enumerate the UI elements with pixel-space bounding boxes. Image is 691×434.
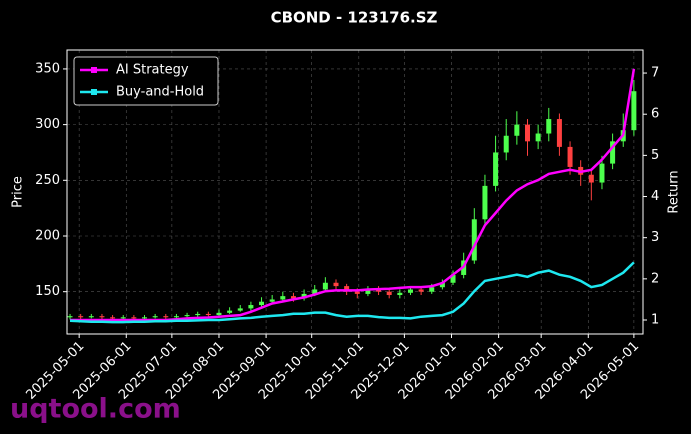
y2-axis-label: Return [667,170,682,213]
candle-body [290,296,296,299]
legend-marker [91,89,97,95]
candle-body [471,219,477,261]
candle-body [205,313,211,316]
candle-body [588,174,594,183]
candle-body [397,292,403,296]
chart-title: CBOND - 123176.SZ [271,9,438,27]
candle-body [216,312,222,316]
candle-body [67,316,73,318]
y-tick-label: 150 [35,284,60,299]
candle-body [610,141,616,164]
candle-body [227,310,233,313]
candle-body [631,91,637,131]
candle-body [333,282,339,287]
y2-tick-label: 7 [651,66,659,81]
y-tick-label: 200 [35,228,60,243]
candle-body [173,316,179,318]
legend-label: AI Strategy [116,63,189,78]
watermark: uqtool.com [10,394,181,425]
candle-body [322,282,328,290]
legend-box [73,56,219,106]
candle-body [131,317,137,319]
candle-body [482,185,488,220]
y2-tick-label: 1 [651,313,659,328]
candle-body [429,287,435,292]
candle-body [99,316,105,318]
candle-body [524,124,530,142]
candle-body [503,135,509,153]
y2-tick-label: 4 [651,189,659,204]
candle-body [376,289,382,292]
candle-body [599,163,605,183]
candle-body [163,316,169,318]
legend-marker [91,67,97,73]
candle-body [546,119,552,134]
candle-body [237,308,243,311]
candle-body [450,274,456,283]
candle-body [120,317,126,319]
candle-body [269,299,275,302]
plot-frame [66,49,644,335]
candle-body [312,289,318,294]
candle-body [567,146,573,167]
candle-body [88,316,94,318]
candle-body [354,291,360,294]
y-tick-label: 250 [35,173,60,188]
return-line [69,261,635,324]
y-axis-label: Price [11,176,26,208]
candle-body [514,124,520,136]
y-tick-label: 300 [35,117,60,132]
y2-tick-label: 6 [651,107,659,122]
legend-label: Buy-and-Hold [116,85,204,100]
candle-body [248,305,254,309]
candle-body [184,315,190,317]
candle-body [439,282,445,288]
candle-body [280,296,286,300]
candle-body [535,133,541,142]
candle-body [418,289,424,292]
candle-body [344,286,350,292]
candle-body [142,317,148,319]
candle-body [365,289,371,294]
candle-body [386,291,392,296]
candle-body [493,152,499,186]
candle-body [259,301,265,306]
return-line [70,68,636,322]
y2-tick-label: 5 [651,148,659,163]
candle-body [195,313,201,316]
candle-body [78,316,84,318]
candle-body [407,289,413,293]
candle-body [152,316,158,318]
candle-body [556,119,562,147]
candle-body [110,317,116,319]
y2-tick-label: 2 [651,271,659,286]
y2-tick-label: 3 [651,230,659,245]
y-tick-label: 350 [35,61,60,76]
